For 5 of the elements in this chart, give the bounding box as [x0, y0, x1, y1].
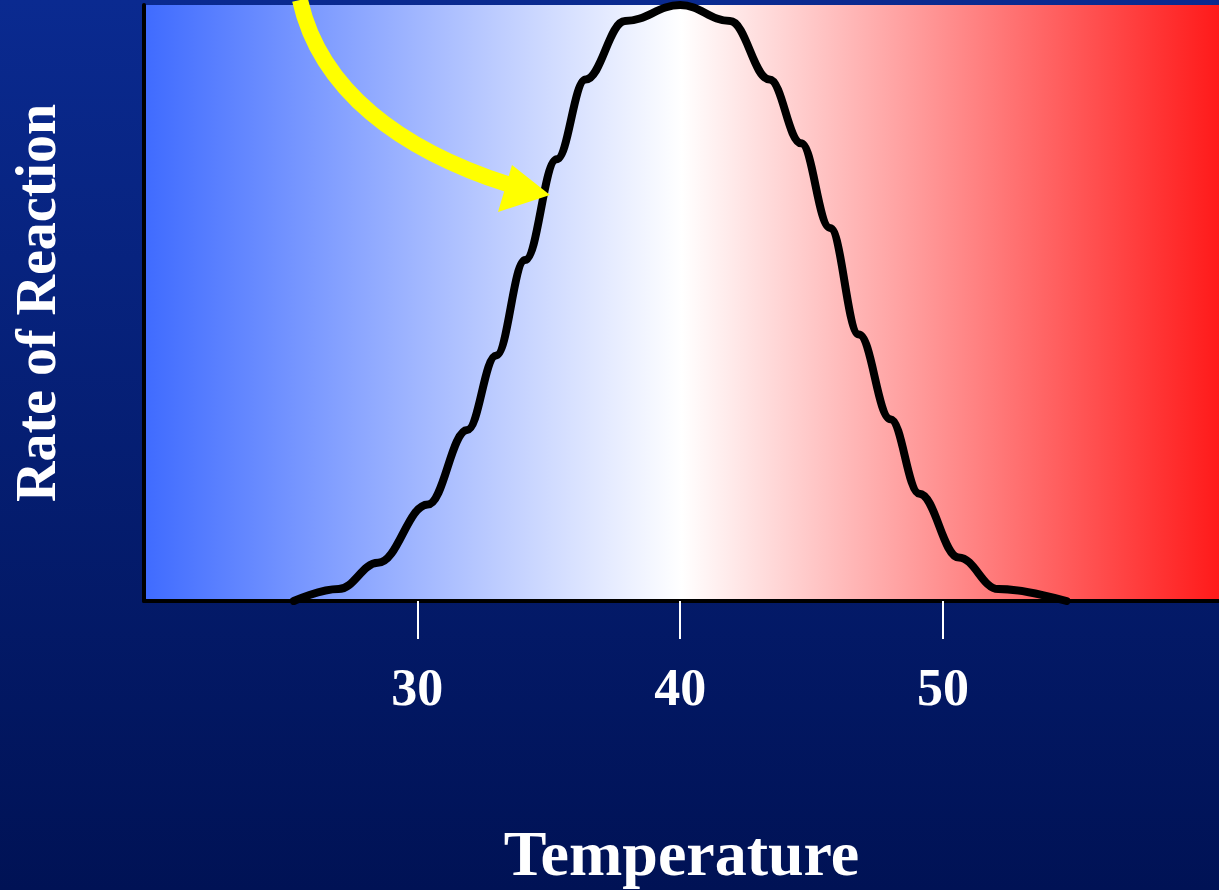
x-tick-label: 50: [917, 658, 970, 716]
x-tick-label: 40: [654, 658, 707, 716]
y-axis-title: Rate of Reaction: [5, 103, 67, 503]
x-tick-label: 30: [391, 658, 444, 716]
x-axis-title: Temperature: [503, 817, 860, 889]
